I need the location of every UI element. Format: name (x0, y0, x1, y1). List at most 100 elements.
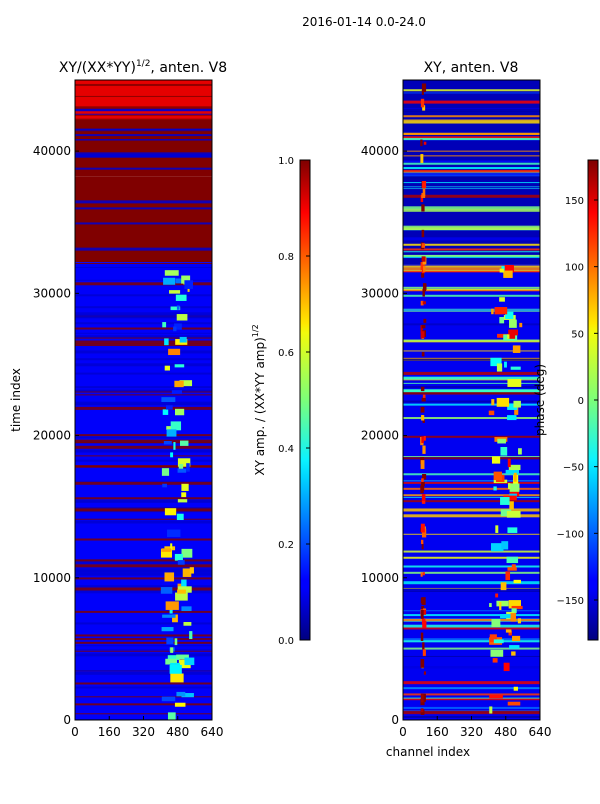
heatmap-feature-0 (420, 523, 425, 533)
heatmap-feature-1 (509, 483, 520, 492)
heatmap-feature-0 (161, 627, 174, 632)
heatmap-feature-0 (161, 548, 172, 552)
heatmap-feature-0 (422, 398, 426, 402)
heatmap-streak (75, 322, 212, 325)
heatmap-feature-1 (519, 322, 523, 328)
heatmap-feature-1 (507, 567, 517, 571)
heatmap-streak (403, 100, 540, 104)
heatmap-feature-0 (420, 609, 424, 619)
heatmap-streak (75, 335, 212, 339)
heatmap-streak (403, 119, 540, 121)
heatmap-streak (403, 194, 540, 198)
heatmap-streak (75, 713, 212, 715)
heatmap-feature-0 (176, 305, 180, 310)
heatmap-feature-0 (421, 415, 425, 421)
heatmap-feature-0 (165, 601, 179, 610)
heatmap-streak (403, 571, 540, 574)
heatmap-feature-0 (421, 478, 424, 486)
heatmap-feature-1 (510, 366, 521, 370)
y-tick-label: 0 (391, 713, 399, 727)
heatmap-streak (75, 282, 212, 286)
heatmap-streak (75, 200, 212, 204)
heatmap-feature-1 (500, 447, 508, 456)
heatmap-feature-0 (170, 647, 174, 653)
heatmap-streak (75, 140, 212, 143)
heatmap-feature-0 (420, 693, 424, 703)
heatmap-feature-0 (421, 204, 425, 212)
heatmap-feature-0 (162, 614, 176, 618)
heatmap-feature-0 (189, 631, 193, 640)
heatmap-streak (75, 386, 212, 389)
heatmap-streak (75, 481, 212, 485)
heatmap-feature-0 (174, 553, 183, 561)
heatmap-streak (403, 481, 540, 484)
heatmap-feature-0 (421, 256, 426, 262)
heatmap-streak (75, 128, 212, 132)
heatmap-feature-0 (422, 528, 427, 538)
left-cb-label-sup: 1/2 (251, 324, 260, 337)
heatmap-streak (403, 655, 540, 657)
heatmap-streak (403, 706, 540, 709)
colorbar-tick-label: 0.0 (278, 636, 294, 647)
heatmap-streak (75, 500, 212, 503)
heatmap-streak (403, 400, 540, 403)
heatmap-streak (403, 693, 540, 696)
heatmap-streak (75, 332, 212, 334)
heatmap-feature-0 (179, 336, 187, 343)
heatmap-feature-0 (176, 314, 188, 321)
heatmap-feature-0 (177, 589, 186, 594)
heatmap-streak (75, 653, 212, 657)
heatmap-feature-1 (488, 410, 495, 416)
heatmap-feature-0 (423, 436, 426, 441)
y-tick-label: 40000 (361, 144, 399, 158)
heatmap-streak (403, 288, 540, 291)
heatmap-feature-1 (511, 564, 516, 568)
heatmap-feature-0 (420, 154, 424, 163)
heatmap-streak (403, 487, 540, 490)
heatmap-streak (75, 312, 212, 314)
heatmap-streak (403, 267, 540, 271)
right-colorbar: −150 −100 −50 0 50 100 150 phase (deg) (533, 159, 599, 641)
heatmap-streak (75, 449, 212, 453)
heatmap-feature-0 (423, 318, 427, 323)
heatmap-feature-0 (420, 406, 425, 413)
heatmap-feature-1 (511, 651, 516, 656)
heatmap-streak (403, 565, 540, 568)
heatmap-streak (75, 671, 212, 675)
heatmap-feature-0 (176, 654, 189, 659)
heatmap-streak (403, 107, 540, 109)
heatmap-streak (403, 167, 540, 170)
heatmap-streak (75, 106, 212, 110)
heatmap-feature-0 (160, 549, 173, 558)
heatmap-streak (75, 153, 212, 157)
heatmap-streak (403, 640, 540, 643)
heatmap-feature-0 (166, 405, 173, 410)
heatmap-feature-0 (181, 606, 192, 612)
heatmap-feature-0 (421, 436, 424, 444)
heatmap-streak (75, 610, 212, 613)
heatmap-streak (403, 150, 540, 152)
heatmap-feature-1 (508, 600, 521, 609)
heatmap-feature-0 (420, 597, 425, 604)
heatmap-feature-0 (422, 419, 425, 423)
heatmap-streak (75, 638, 212, 641)
heatmap-streak (403, 624, 540, 628)
heatmap-feature-0 (175, 294, 187, 301)
heatmap-streak (75, 686, 212, 689)
heatmap-streak (403, 417, 540, 420)
heatmap-feature-0 (420, 460, 425, 469)
heatmap-feature-0 (174, 638, 178, 646)
x-tick-label: 160 (426, 725, 449, 739)
heatmap-streak (403, 681, 540, 685)
heatmap-streak (75, 585, 212, 588)
heatmap-streak (403, 137, 540, 140)
heatmap-streak (75, 455, 212, 457)
heatmap-feature-0 (422, 572, 425, 576)
heatmap-feature-1 (497, 438, 506, 444)
heatmap-feature-0 (167, 712, 176, 720)
heatmap-streak (75, 167, 212, 170)
heatmap-streak (403, 496, 540, 498)
heatmap-feature-1 (508, 630, 512, 636)
heatmap-streak (403, 533, 540, 535)
heatmap-feature-0 (420, 659, 425, 668)
